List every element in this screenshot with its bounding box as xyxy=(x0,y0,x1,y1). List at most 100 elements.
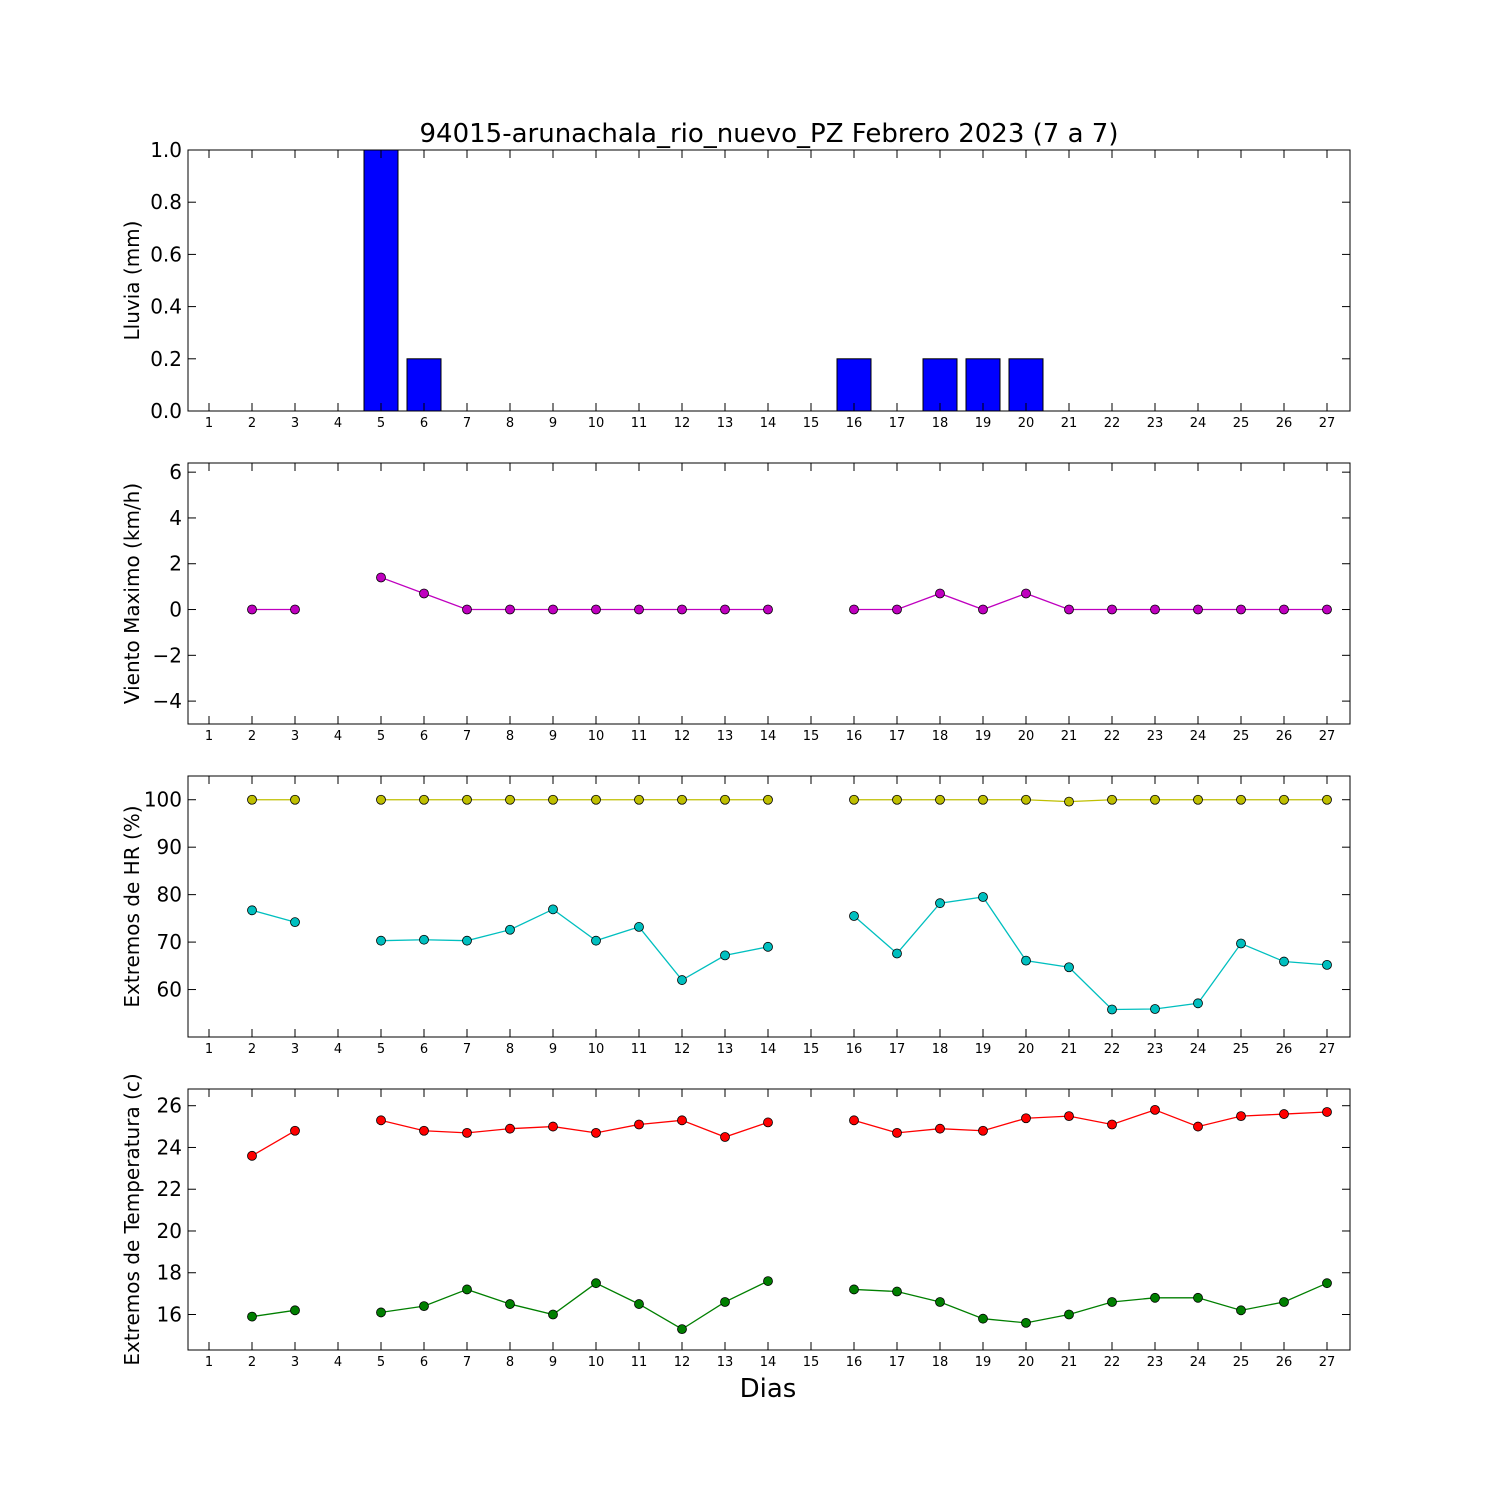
series-2-point-day-18 xyxy=(935,1297,945,1307)
x-tick-label: 2 xyxy=(248,729,256,744)
series-2-point-day-24 xyxy=(1193,1292,1203,1303)
series-2-point-day-27 xyxy=(1322,959,1332,970)
series-2-point-day-16 xyxy=(849,911,859,921)
series-1-point-day-11 xyxy=(634,1119,644,1130)
y-tick-label: 18 xyxy=(157,1261,182,1285)
x-tick-label: 2 xyxy=(248,1042,256,1057)
y-tick-label: 24 xyxy=(157,1135,182,1159)
x-tick-label: 6 xyxy=(420,416,428,431)
series-2-line-segment-1 xyxy=(251,909,296,923)
panel-1: 0.00.20.40.60.81.01 2 3 4 5 6 7 8 9 10 11 12 13 14 15 1… xyxy=(120,138,1351,431)
series-1-point-day-2 xyxy=(247,604,257,615)
y-tick-label: 26 xyxy=(157,1094,182,1118)
y-tick-label: 4 xyxy=(169,506,182,530)
series-1-point-day-10 xyxy=(591,1127,601,1138)
series-1-point-day-13 xyxy=(720,794,730,805)
x-tick-label: 3 xyxy=(291,1355,299,1370)
x-tick-label: 26 xyxy=(1276,1355,1293,1370)
series-2-point-day-23 xyxy=(1150,1004,1160,1014)
series-1-point-day-14 xyxy=(763,604,773,615)
x-tick-label: 2 xyxy=(248,416,256,431)
series-1-point-day-27 xyxy=(1322,604,1332,615)
series-2-point-day-8 xyxy=(505,924,515,935)
x-tick-label: 11 xyxy=(631,729,648,744)
series-2-point-day-22 xyxy=(1107,1297,1117,1307)
series-2-point-day-25 xyxy=(1236,1305,1246,1316)
series-1-point-day-20 xyxy=(1021,588,1031,599)
y-axis-label: Extremos de HR (%) xyxy=(120,805,144,1007)
x-tick-label: 21 xyxy=(1061,729,1078,744)
x-tick-label: 4 xyxy=(334,1042,342,1057)
x-tick-label: 21 xyxy=(1061,1042,1078,1057)
series-2-point-day-21 xyxy=(1064,1309,1074,1320)
series-1-point-day-26 xyxy=(1279,794,1289,805)
series-1-line-segment-3 xyxy=(853,1109,1328,1134)
series-2-point-day-26 xyxy=(1279,1297,1289,1307)
series-2-point-day-19 xyxy=(978,1313,988,1324)
series-2-point-day-26 xyxy=(1279,956,1289,967)
series-1-point-day-8 xyxy=(505,1123,515,1134)
x-tick-label: 20 xyxy=(1018,1042,1035,1057)
series-2-point-day-20 xyxy=(1021,955,1031,966)
x-tick-label: 23 xyxy=(1147,1355,1164,1370)
series-2-point-day-2 xyxy=(247,905,257,916)
x-tick-label: 15 xyxy=(803,416,820,431)
axes-frame xyxy=(187,775,1351,1038)
x-tick-label: 8 xyxy=(506,1355,514,1370)
series-1-point-day-18 xyxy=(935,1123,945,1134)
series-1-point-day-18 xyxy=(935,794,945,805)
x-tick-label: 10 xyxy=(588,416,605,431)
series-1-point-day-21 xyxy=(1064,604,1074,615)
series-1-point-day-5 xyxy=(376,572,386,583)
x-tick-label: 23 xyxy=(1147,1042,1164,1057)
series-2-line-segment-1 xyxy=(251,1309,296,1318)
x-tick-label: 8 xyxy=(506,1042,514,1057)
x-tick-label: 25 xyxy=(1233,729,1250,744)
x-tick-label: 27 xyxy=(1319,416,1336,431)
x-tick-label: 12 xyxy=(674,416,691,431)
series-1-point-day-19 xyxy=(978,604,988,615)
x-tick-label: 24 xyxy=(1190,1355,1207,1370)
y-tick-label: 6 xyxy=(169,460,182,484)
x-tick-label: 9 xyxy=(549,1355,557,1370)
bar-day-5 xyxy=(363,149,399,412)
series-1-point-day-26 xyxy=(1279,604,1289,615)
x-tick-label: 3 xyxy=(291,1042,299,1057)
series-2-point-day-13 xyxy=(720,1297,730,1307)
series-1-point-day-23 xyxy=(1150,794,1160,805)
series-2-point-day-13 xyxy=(720,950,730,961)
series-2-point-day-7 xyxy=(462,1284,472,1295)
y-axis-label: Extremos de Temperatura (c) xyxy=(120,1073,144,1365)
x-tick-label: 20 xyxy=(1018,416,1035,431)
x-tick-label: 25 xyxy=(1233,416,1250,431)
y-tick-label: 60 xyxy=(157,978,182,1002)
series-2-point-day-10 xyxy=(591,935,601,946)
x-tick-label: 26 xyxy=(1276,416,1293,431)
series-1-point-day-13 xyxy=(720,1132,730,1142)
bar-day-18 xyxy=(922,358,958,412)
y-tick-label: 20 xyxy=(157,1219,182,1243)
x-tick-label: 24 xyxy=(1190,1042,1207,1057)
series-1-point-day-27 xyxy=(1322,1107,1332,1117)
series-2-point-day-23 xyxy=(1150,1292,1160,1303)
series-2-line-segment-2 xyxy=(380,1280,769,1330)
series-2-point-day-12 xyxy=(677,1324,687,1335)
x-tick-label: 13 xyxy=(717,416,734,431)
series-2-point-day-16 xyxy=(849,1284,859,1295)
x-tick-label: 8 xyxy=(506,416,514,431)
series-1-point-day-16 xyxy=(849,604,859,615)
y-tick-label: −2 xyxy=(153,643,182,667)
axes-frame xyxy=(187,462,1351,725)
x-tick-label: 6 xyxy=(420,729,428,744)
x-tick-label: 5 xyxy=(377,729,385,744)
series-1-line-segment-2 xyxy=(380,1119,769,1138)
x-tick-label: 12 xyxy=(674,1042,691,1057)
x-tick-label: 7 xyxy=(463,416,471,431)
series-1-point-day-25 xyxy=(1236,794,1246,805)
y-tick-label: 0.4 xyxy=(150,295,182,319)
series-2-point-day-6 xyxy=(419,1301,429,1312)
x-tick-label: 9 xyxy=(549,416,557,431)
y-tick-label: 22 xyxy=(157,1177,182,1201)
x-tick-label: 23 xyxy=(1147,416,1164,431)
